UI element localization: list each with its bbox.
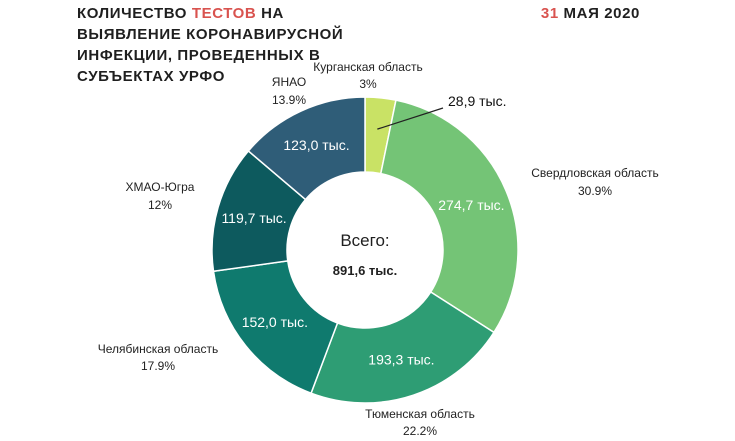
category-label-хмао-югра: ХМАО-Югра bbox=[126, 180, 195, 194]
donut-labels: 28,9 тыс. Курганская область 3% 274,7 тыс. С… bbox=[98, 60, 659, 438]
title-suffix: на выявление коронавирусной инфекции, пр… bbox=[77, 5, 344, 85]
title-highlight: тестов bbox=[191, 5, 257, 22]
chart-title: Количество тестов на выявление коронавир… bbox=[77, 3, 377, 87]
center-label: Всего: bbox=[340, 231, 389, 250]
percent-label-челябинская-область: 17.9% bbox=[141, 359, 175, 373]
date-day: 31 bbox=[540, 5, 559, 22]
percent-label-тюменская-область: 22.2% bbox=[403, 424, 437, 438]
leader-line-курганская-область bbox=[377, 107, 444, 130]
percent-label-янао: 13.9% bbox=[272, 93, 306, 107]
slice-тюменская-область bbox=[310, 290, 495, 404]
value-label-тюменская-область: 193,3 тыс. bbox=[368, 352, 434, 368]
value-label-курганская-область: 28,9 тыс. bbox=[448, 93, 507, 109]
category-label-тюменская-область: Тюменская область bbox=[365, 407, 475, 421]
value-label-хмао-югра: 119,7 тыс. bbox=[221, 210, 286, 226]
category-label-челябинская-область: Челябинская область bbox=[98, 342, 218, 356]
percent-label-курганская-область: 3% bbox=[359, 77, 377, 91]
slice-янао bbox=[247, 96, 366, 201]
category-label-свердловская-область: Свердловская область bbox=[531, 166, 658, 180]
category-label-курганская-область: Курганская область bbox=[313, 60, 422, 74]
date-rest: мая 2020 bbox=[558, 5, 640, 22]
category-label-янао: ЯНАО bbox=[272, 75, 306, 89]
slice-свердловская-область bbox=[379, 99, 519, 334]
value-label-челябинская-область: 152,0 тыс. bbox=[242, 314, 308, 330]
chart-date: 31 мая 2020 bbox=[541, 3, 640, 24]
value-label-свердловская-область: 274,7 тыс. bbox=[438, 197, 504, 213]
center-value: 891,6 тыс. bbox=[333, 263, 397, 278]
percent-label-хмао-югра: 12% bbox=[148, 198, 172, 212]
value-label-янао: 123,0 тыс. bbox=[283, 137, 349, 153]
percent-label-свердловская-область: 30.9% bbox=[578, 184, 612, 198]
donut-slices bbox=[211, 96, 519, 404]
title-prefix: Количество bbox=[77, 5, 192, 22]
